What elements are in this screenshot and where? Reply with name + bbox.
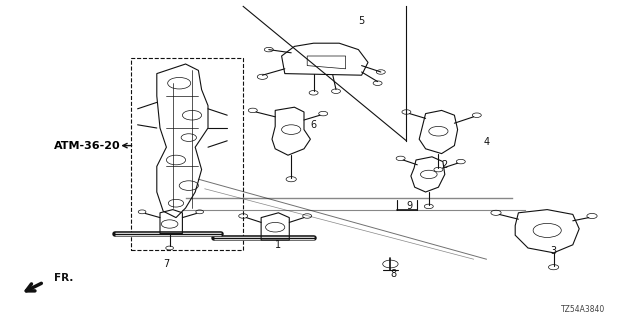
Text: 1: 1 [275, 240, 282, 250]
Text: 6: 6 [310, 120, 317, 130]
Text: ATM-36-20: ATM-36-20 [54, 140, 121, 151]
Text: FR.: FR. [54, 273, 74, 284]
Text: 4: 4 [483, 137, 490, 148]
Text: TZ54A3840: TZ54A3840 [561, 305, 605, 314]
Text: 9: 9 [406, 201, 413, 212]
Text: 2: 2 [442, 160, 448, 170]
Bar [131, 58, 243, 250]
Text: 5: 5 [358, 16, 365, 26]
Text: 3: 3 [550, 246, 557, 256]
Text: 7: 7 [163, 259, 170, 269]
Text: 8: 8 [390, 268, 397, 279]
